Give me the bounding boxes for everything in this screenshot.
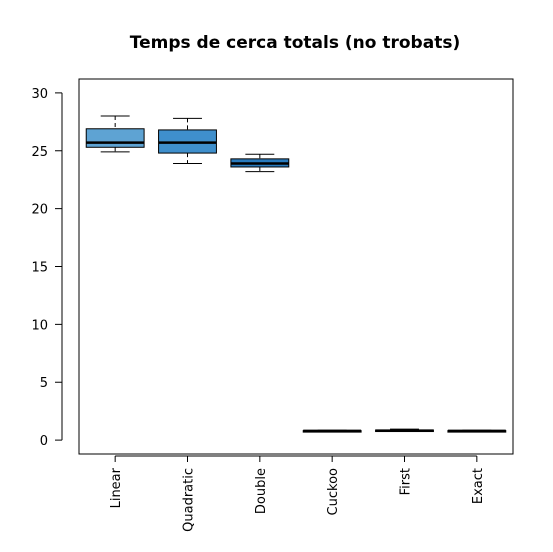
box-double — [230, 153, 290, 173]
x-tick-label: Double — [254, 468, 269, 514]
box-iqr — [85, 128, 145, 148]
box-cuckoo — [302, 429, 362, 433]
x-tick-label: Exact — [471, 468, 486, 504]
boxes — [85, 115, 507, 433]
y-tick-label: 10 — [31, 318, 48, 333]
y-axis: 0 5 10 15 20 25 30 — [31, 87, 63, 449]
y-tick-label: 5 — [40, 376, 48, 391]
box-first — [375, 428, 434, 433]
box-linear — [85, 115, 145, 153]
plot-frame — [78, 78, 514, 455]
y-tick-label: 15 — [31, 261, 48, 276]
x-tick-label: Cuckoo — [326, 468, 341, 515]
box-exact — [447, 429, 507, 433]
x-axis: Linear Quadratic Double Cuckoo First Exact — [109, 455, 486, 532]
y-tick-label: 25 — [31, 145, 48, 160]
box-quadratic — [158, 117, 217, 164]
y-tick-label: 30 — [31, 87, 48, 102]
x-tick-label: Quadratic — [182, 468, 197, 532]
x-tick-label: Linear — [109, 467, 124, 508]
y-tick-label: 0 — [40, 434, 48, 449]
y-tick-label: 20 — [31, 203, 48, 218]
x-tick-label: First — [399, 468, 414, 495]
chart-title: Temps de cerca totals (no trobats) — [130, 33, 460, 53]
